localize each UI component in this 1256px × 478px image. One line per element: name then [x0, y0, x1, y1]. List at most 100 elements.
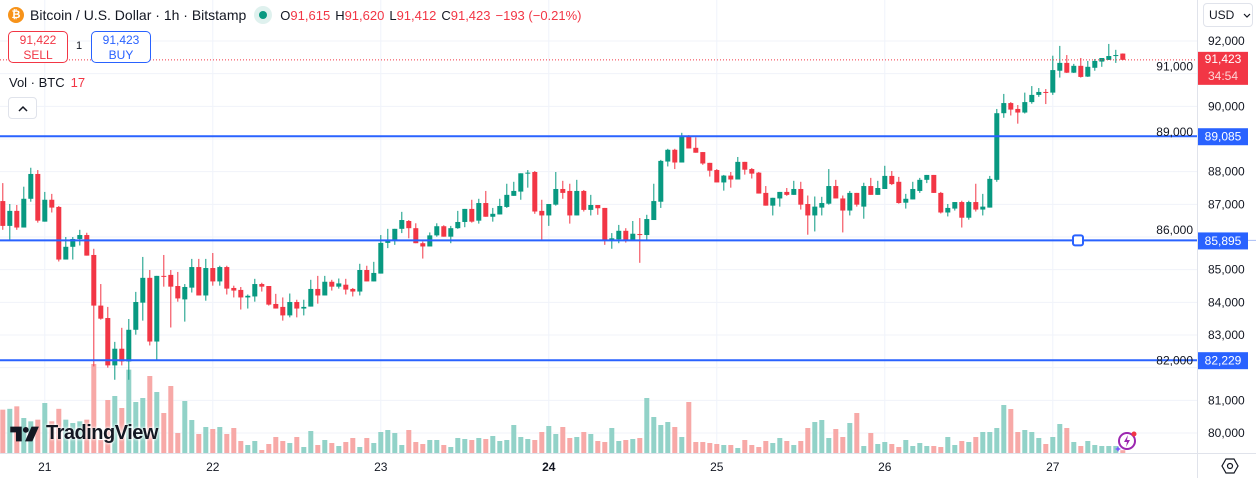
candle-down [91, 254, 97, 306]
candle-down [35, 173, 41, 221]
volume-bar [448, 447, 454, 453]
line-drag-handle[interactable] [1072, 234, 1084, 247]
volume-bar [1057, 424, 1063, 453]
symbol-title[interactable]: Bitcoin / U.S. Dollar · 1h · Bitstamp [30, 7, 247, 23]
candle-up [1092, 60, 1098, 68]
volume-bar [854, 413, 860, 453]
chevron-up-icon [17, 105, 28, 112]
candle-up [308, 288, 314, 307]
volume-bar [742, 440, 748, 453]
candle-down [833, 186, 839, 199]
horizontal-lines[interactable] [0, 59, 1256, 362]
candle-up [7, 210, 13, 226]
volume-bar [1043, 444, 1049, 453]
candle-down [931, 174, 937, 193]
candle-up [434, 226, 440, 236]
candle-up [392, 228, 398, 241]
volume-bar [154, 392, 160, 453]
collapse-legend-button[interactable] [8, 97, 37, 119]
volume-bar [476, 438, 482, 453]
volume-bar [693, 442, 699, 453]
time-tick-label: 25 [710, 460, 724, 474]
candle-down [329, 281, 335, 287]
candle-up [987, 178, 993, 208]
candle-up [903, 198, 909, 203]
candle-down [889, 175, 895, 185]
volume-bar [994, 428, 1000, 453]
volume-bars [0, 364, 1126, 453]
volume-bar [672, 427, 678, 453]
volume-bar [798, 441, 804, 453]
candle-down [168, 274, 174, 287]
time-axis[interactable]: 21 22 23 24 25 26 27 [38, 460, 1060, 474]
line-price-badge [1198, 352, 1248, 370]
line-price-label: 85,895 [1205, 234, 1242, 248]
lightning-icon[interactable] [1114, 429, 1138, 453]
candle-up [525, 172, 531, 174]
spread-value: 1 [76, 40, 83, 52]
buy-button[interactable]: 91,423 BUY [91, 31, 151, 63]
volume-bar [1092, 445, 1098, 453]
volume-bar [980, 432, 986, 453]
candle-up [630, 233, 636, 240]
volume-bar [882, 442, 888, 453]
volume-bar [707, 443, 713, 453]
price-tick-label: 85,000 [1208, 263, 1245, 277]
candle-up [770, 197, 776, 206]
time-tick-label: 24 [542, 460, 556, 474]
volume-bar [1078, 446, 1084, 453]
high-label: H [335, 7, 345, 23]
volume-bar [161, 413, 167, 453]
volume-bar [1106, 446, 1112, 453]
volume-bar [574, 437, 580, 453]
candle-down [798, 188, 804, 205]
volume-bar [7, 408, 13, 453]
volume-bar [637, 438, 643, 453]
candle-up [504, 194, 510, 207]
candle-up [301, 306, 307, 309]
candle-down [1120, 53, 1126, 60]
volume-bar [350, 438, 356, 453]
volume-bar [21, 418, 27, 453]
grid [0, 0, 1197, 453]
volume-bar [308, 431, 314, 453]
candle-down [483, 203, 489, 217]
volume-bar [623, 440, 629, 453]
candle-down [854, 192, 860, 205]
price-tick-label: 91,000 [1156, 60, 1193, 74]
volume-bar [1008, 409, 1014, 453]
candle-up [861, 186, 867, 207]
candle-down [469, 208, 475, 222]
volume-bar [392, 433, 398, 453]
volume-bar [133, 402, 139, 453]
tradingview-logo[interactable]: TradingView [10, 422, 158, 445]
candle-down [784, 191, 790, 195]
candle-down [266, 286, 272, 305]
volume-bar [616, 441, 622, 453]
candle-up [1057, 62, 1063, 71]
volume-bar [868, 433, 874, 453]
candle-down [315, 288, 321, 296]
price-tick-label: 83,000 [1208, 328, 1245, 342]
candle-up [77, 235, 83, 239]
candle-down [49, 199, 55, 208]
candle-up [203, 268, 209, 296]
candle-up [882, 175, 888, 189]
settings-icon[interactable] [1221, 457, 1239, 475]
candle-up [679, 136, 685, 163]
volume-bar [266, 444, 272, 453]
price-tick-label: 82,000 [1156, 354, 1193, 368]
currency-select[interactable]: USD [1203, 3, 1253, 27]
volume-bar [903, 440, 909, 453]
candle-down [238, 289, 244, 298]
symbol-header[interactable]: ₿ Bitcoin / U.S. Dollar · 1h · Bitstamp … [8, 6, 587, 24]
volume-bar [1085, 441, 1091, 453]
candle-up [455, 221, 461, 229]
candle-down [896, 181, 902, 204]
volume-legend[interactable]: Vol · BTC 17 [9, 75, 85, 90]
candle-up [910, 188, 916, 200]
sell-button[interactable]: 91,422 SELL [8, 31, 68, 63]
volume-bar [826, 438, 832, 453]
